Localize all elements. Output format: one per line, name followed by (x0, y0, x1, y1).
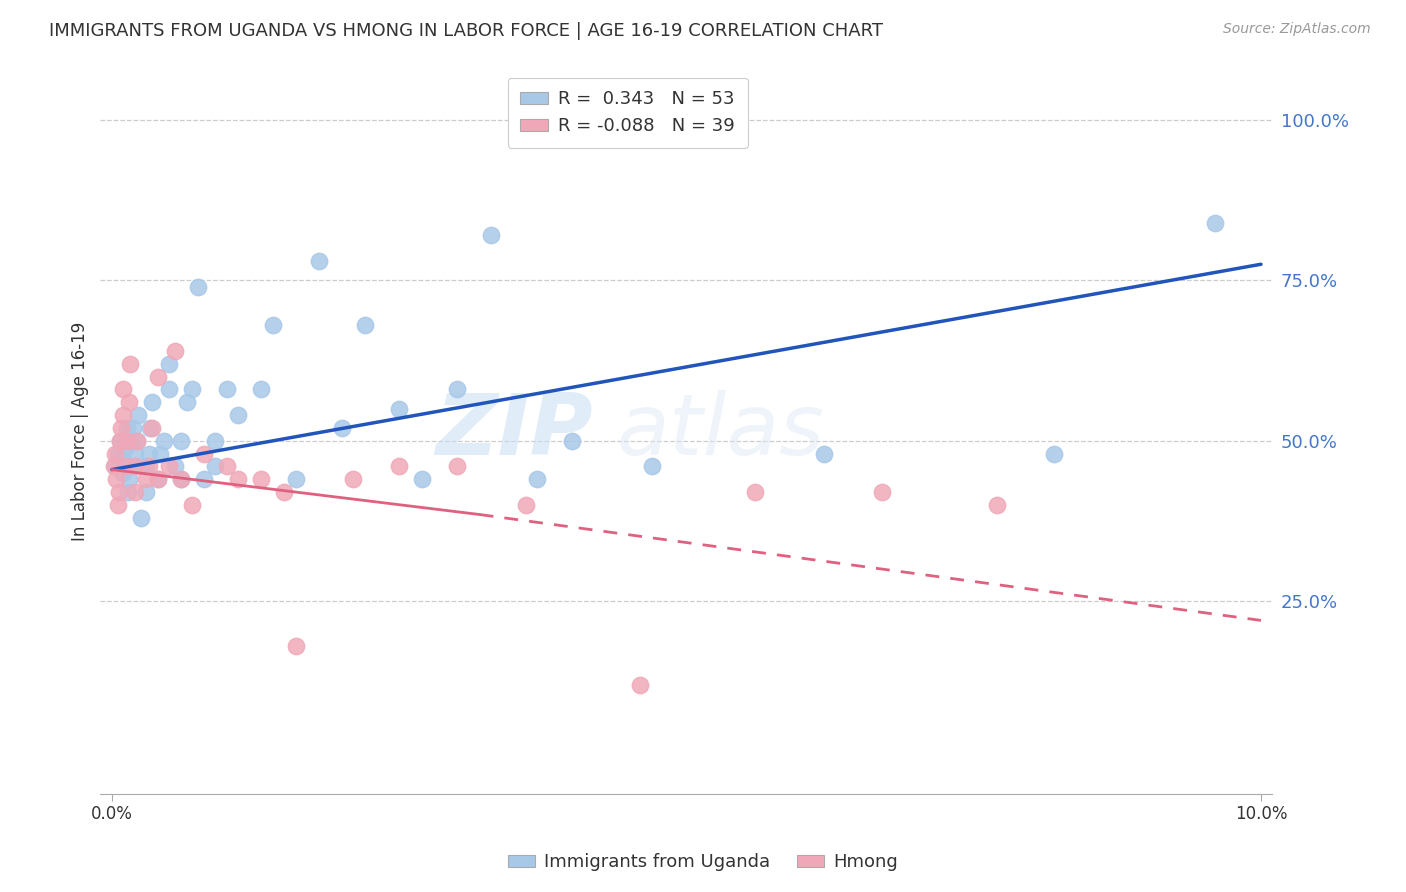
Point (630, 677, 652, 691)
Point (163, 343, 186, 358)
Point (515, 498, 537, 512)
Point (170, 434, 193, 448)
Point (1043, 446, 1066, 460)
Point (215, 383, 238, 397)
Point (146, 472, 169, 486)
Point (124, 485, 146, 500)
Point (129, 510, 152, 524)
Point (112, 466, 135, 480)
Point (118, 395, 141, 409)
Point (870, 485, 893, 500)
Point (157, 459, 180, 474)
Point (146, 472, 169, 486)
Point (204, 434, 226, 448)
Point (115, 434, 138, 448)
Legend: R =  0.343   N = 53, R = -0.088   N = 39: R = 0.343 N = 53, R = -0.088 N = 39 (508, 78, 748, 148)
Point (107, 446, 129, 460)
Point (149, 446, 172, 460)
Point (330, 421, 353, 435)
Point (641, 459, 664, 474)
Point (110, 421, 132, 435)
Point (124, 459, 146, 474)
Point (170, 472, 193, 486)
Point (103, 459, 125, 474)
Point (744, 485, 766, 500)
Point (107, 498, 129, 512)
Text: Source: ZipAtlas.com: Source: ZipAtlas.com (1223, 22, 1371, 37)
Point (187, 279, 209, 293)
Text: ZIP: ZIP (434, 390, 593, 473)
Point (108, 434, 131, 448)
Point (121, 421, 143, 435)
Point (262, 318, 284, 333)
Point (114, 459, 136, 474)
Point (157, 357, 180, 371)
Point (107, 485, 129, 500)
Point (411, 472, 433, 486)
Point (135, 485, 157, 500)
Point (813, 446, 835, 460)
Point (215, 459, 238, 474)
Text: IMMIGRANTS FROM UGANDA VS HMONG IN LABOR FORCE | AGE 16-19 CORRELATION CHART: IMMIGRANTS FROM UGANDA VS HMONG IN LABOR… (49, 22, 883, 40)
Point (308, 254, 330, 268)
Point (138, 446, 160, 460)
Point (105, 472, 128, 486)
Point (1204, 215, 1226, 229)
Point (112, 408, 135, 422)
Point (479, 228, 502, 243)
Point (204, 459, 226, 474)
Point (124, 459, 146, 474)
Point (193, 472, 215, 486)
Point (193, 446, 215, 460)
Point (226, 472, 249, 486)
Point (152, 434, 174, 448)
Point (138, 459, 160, 474)
Point (157, 383, 180, 397)
Point (181, 383, 204, 397)
Point (139, 421, 162, 435)
Point (284, 472, 307, 486)
Point (388, 459, 411, 474)
Point (273, 485, 295, 500)
Point (250, 472, 273, 486)
Point (560, 434, 582, 448)
Point (112, 383, 135, 397)
Y-axis label: In Labor Force | Age 16-19: In Labor Force | Age 16-19 (72, 321, 89, 541)
Point (127, 408, 149, 422)
Point (526, 472, 548, 486)
Point (115, 421, 138, 435)
Point (353, 318, 375, 333)
Legend: Immigrants from Uganda, Hmong: Immigrants from Uganda, Hmong (501, 847, 905, 879)
Point (250, 383, 273, 397)
Point (118, 472, 141, 486)
Point (446, 459, 468, 474)
Point (108, 434, 131, 448)
Point (135, 472, 157, 486)
Point (388, 401, 411, 416)
Point (120, 434, 142, 448)
Point (112, 453, 135, 467)
Point (135, 459, 157, 474)
Point (170, 472, 193, 486)
Point (284, 639, 307, 653)
Point (446, 383, 468, 397)
Point (176, 395, 198, 409)
Point (141, 395, 163, 409)
Point (104, 459, 127, 474)
Point (342, 472, 364, 486)
Text: atlas: atlas (616, 390, 824, 473)
Point (104, 446, 127, 460)
Point (986, 498, 1008, 512)
Point (181, 498, 204, 512)
Point (127, 434, 149, 448)
Point (124, 446, 146, 460)
Point (114, 440, 136, 454)
Point (141, 421, 163, 435)
Point (127, 434, 149, 448)
Point (146, 369, 169, 384)
Point (163, 459, 186, 474)
Point (117, 485, 139, 500)
Point (226, 408, 249, 422)
Point (120, 357, 142, 371)
